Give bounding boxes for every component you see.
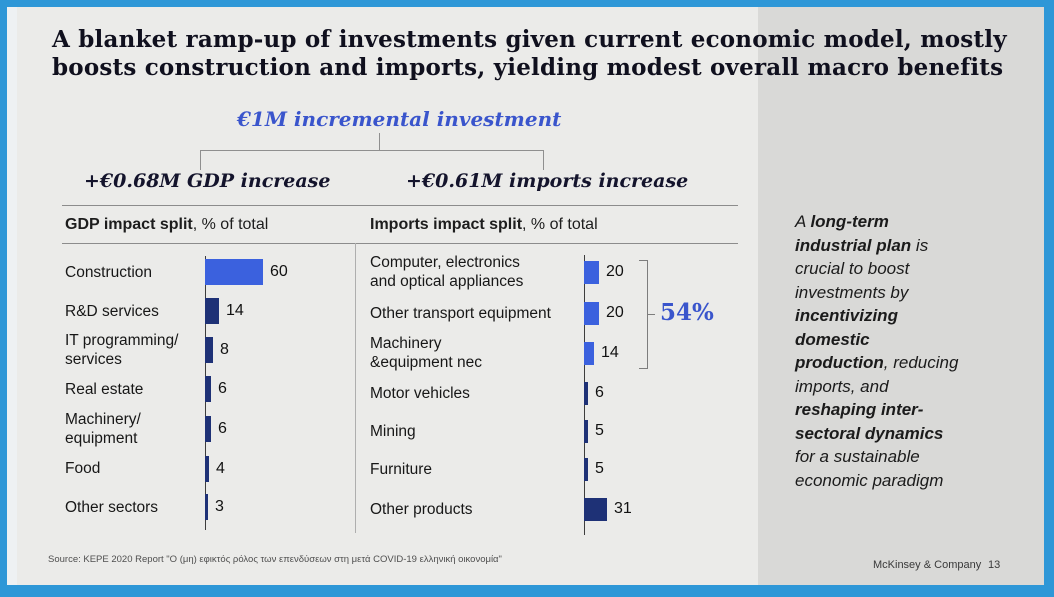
chart-row: IT programming/services 8	[65, 330, 355, 370]
category-label: R&D services	[65, 302, 159, 320]
bar	[584, 301, 599, 325]
bar	[205, 416, 211, 442]
bracket-percentage-label: 54%	[660, 299, 714, 326]
chart-row: Machinery &equipment nec 14	[370, 332, 650, 374]
connector-line-horizontal	[200, 150, 544, 151]
value-label: 20	[606, 263, 624, 280]
category-label: Other sectors	[65, 498, 159, 516]
imports-increase-label: +€0.61M imports increase	[406, 170, 689, 192]
chart-row: Construction 60	[65, 252, 355, 292]
sidebar-commentary: A long-term industrial plan is crucial to …	[795, 212, 959, 490]
bar	[205, 455, 209, 482]
bar	[205, 259, 263, 285]
imports-chart-header-bold: Imports impact split	[370, 216, 523, 233]
category-label: Mining	[370, 422, 416, 440]
value-label: 14	[601, 344, 619, 361]
chart-row: Other transport equipment 20	[370, 294, 650, 332]
slide-page: A blanket ramp-up of investments given c…	[7, 7, 1044, 585]
value-label: 5	[595, 422, 604, 439]
bar	[584, 419, 588, 443]
category-label: IT programming/services	[65, 332, 179, 368]
gdp-bar-chart: Construction 60 R&D services 14 IT programmi…	[65, 252, 355, 527]
divider-line-top	[62, 205, 738, 206]
bar	[205, 298, 219, 324]
value-label: 20	[606, 304, 624, 321]
chart-row: Motor vehicles 6	[370, 374, 650, 412]
bar	[584, 260, 599, 284]
chart-row: R&D services 14	[65, 292, 355, 330]
bar	[584, 457, 588, 481]
connector-line-right-tick	[543, 150, 544, 170]
page-number: 13	[988, 559, 1001, 571]
category-label: Food	[65, 460, 101, 477]
category-label: Motor vehicles	[370, 384, 470, 402]
value-label: 31	[614, 500, 632, 517]
source-note: Source: KEPE 2020 Report "Ο (μη) εφικτός…	[48, 554, 502, 565]
slide-title: A blanket ramp-up of investments given c…	[52, 26, 1007, 81]
chart-row: Food 4	[65, 450, 355, 487]
value-label: 60	[270, 263, 288, 280]
incremental-investment-label: €1M incremental investment	[237, 107, 562, 131]
imports-chart-header: Imports impact split, % of total	[370, 216, 598, 234]
bar	[205, 494, 208, 520]
connector-line-left-tick	[200, 150, 201, 170]
brand-footer: McKinsey & Company	[873, 559, 982, 571]
category-label: Machinery/equipment	[65, 411, 141, 447]
bracket-vertical	[647, 260, 648, 369]
category-label: Other transport equipment	[370, 304, 551, 322]
chart-column-divider	[355, 243, 356, 533]
chart-row: Other sectors 3	[65, 487, 355, 527]
value-label: 8	[220, 341, 229, 358]
slide-main-area	[17, 7, 758, 585]
value-label: 3	[215, 498, 224, 515]
category-label: Machinery &equipment nec	[370, 335, 483, 371]
value-label: 6	[595, 384, 604, 401]
bar	[584, 341, 594, 365]
bracket-top-tick	[639, 260, 647, 261]
bracket-bottom-tick	[639, 368, 647, 369]
value-label: 6	[218, 380, 227, 397]
bar	[205, 376, 211, 402]
value-label: 14	[226, 302, 244, 319]
chart-row: Mining 5	[370, 412, 650, 450]
chart-row: Machinery/equipment 6	[65, 408, 355, 450]
chart-row: Computer, electronics and optical applian…	[370, 250, 650, 294]
slide-right-panel	[758, 7, 1044, 585]
divider-line-under-headers	[62, 243, 738, 244]
chart-row: Other products 31	[370, 488, 650, 530]
imports-chart-header-rest: , % of total	[522, 216, 598, 233]
gdp-increase-label: +€0.68M GDP increase	[84, 170, 331, 192]
connector-line-center-drop	[379, 133, 380, 150]
bar	[584, 381, 588, 405]
value-label: 6	[218, 420, 227, 437]
gdp-chart-header-rest: , % of total	[192, 216, 269, 233]
bar	[584, 497, 607, 521]
chart-row: Furniture 5	[370, 450, 650, 488]
category-label: Computer, electronics and optical applian…	[370, 254, 524, 290]
gdp-chart-header-bold: GDP impact split	[65, 216, 193, 233]
value-label: 5	[595, 460, 604, 477]
category-label: Furniture	[370, 460, 433, 478]
value-label: 4	[216, 459, 225, 477]
category-label: Real estate	[65, 380, 144, 398]
gdp-chart-header: GDP impact split, % of total	[65, 216, 268, 234]
category-label: Construction	[65, 263, 153, 281]
bar	[205, 337, 213, 363]
imports-bar-chart: Computer, electronics and optical applian…	[370, 250, 650, 530]
chart-row: Real estate 6	[65, 370, 355, 408]
bracket-middle-nub	[648, 314, 655, 315]
category-label: Other products	[370, 500, 473, 518]
